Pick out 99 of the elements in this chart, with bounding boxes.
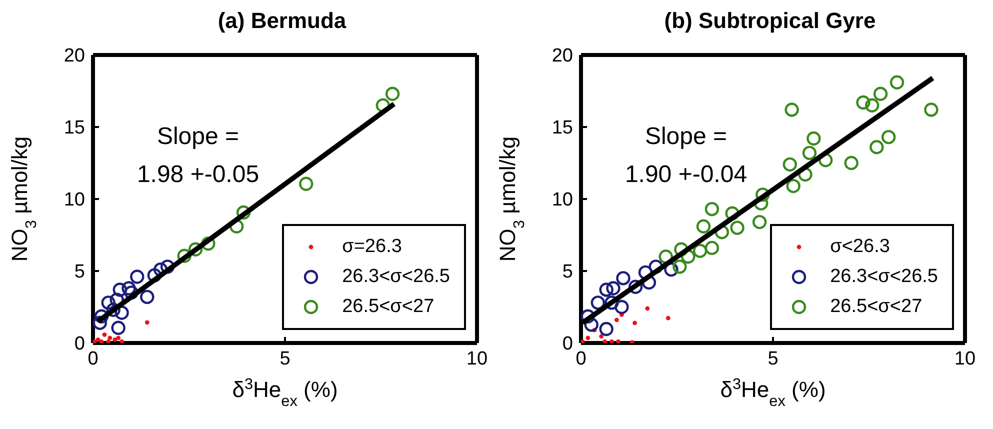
point [581,309,596,324]
legend-label: 26.3<σ<26.5 [342,266,450,288]
y-tick-label: 0 [74,334,85,355]
x-tick-label: 5 [768,348,778,370]
point [599,334,604,339]
point [385,86,400,101]
point [581,339,585,343]
point [756,188,770,202]
point [147,268,162,282]
point [106,339,111,343]
point [112,337,118,342]
point [599,322,614,336]
point [616,271,630,286]
point [696,219,711,234]
point [93,316,108,330]
x-axis-title: δ$^{3}$He$_{ex}$ (%) [720,376,826,410]
point [201,236,216,251]
x-tick-label: 0 [88,348,98,370]
annotation: 1.98 +-0.05 [136,160,260,190]
x-tick-label: 10 [954,348,976,370]
y-tick-label: 20 [64,46,85,67]
point [674,242,688,256]
point [873,86,888,101]
annotation: 1.90 +-0.04 [624,160,748,190]
point [881,130,896,144]
point [130,270,144,284]
point [782,157,797,172]
point [924,102,938,117]
point [890,75,904,90]
point [602,339,608,343]
point [599,282,614,297]
point [140,290,154,304]
point [666,316,670,320]
point [112,282,127,297]
y-tick-label: 5 [562,262,573,283]
point [236,205,251,220]
point [616,339,620,343]
point [802,146,817,160]
point [844,156,858,170]
point [614,318,619,322]
point [122,281,136,296]
point [188,242,203,256]
x-axis-title: δ$^{3}$He$_{ex}$ (%) [232,376,338,410]
y-tick-label: 15 [64,118,85,139]
point [94,309,109,324]
point [604,296,619,310]
point [614,300,629,314]
point [144,320,150,325]
point [299,176,314,191]
point [692,244,708,258]
legend-label: 26.3<σ<26.5 [830,266,938,288]
point [786,178,800,194]
chart-title: (b) Subtropical Gyre [663,8,877,35]
point [704,240,720,256]
legend-label: σ<26.3 [830,236,890,258]
point [114,306,129,320]
point [730,220,744,235]
point [590,296,605,310]
chart-title: (a) Bermuda [216,8,348,35]
y-tick-label: 0 [562,334,573,355]
point [116,336,121,340]
point [628,280,643,294]
point [704,202,720,216]
x-tick-label: 5 [280,348,290,370]
point [784,102,799,117]
point [120,339,124,343]
annotation: Slope = [156,122,240,152]
y-tick-label: 10 [64,190,85,211]
point [101,296,116,310]
point [99,339,104,343]
point [102,332,107,337]
point [606,281,620,296]
legend-label: 26.5<σ<27 [342,296,434,318]
point [632,320,637,326]
y-tick-label: 15 [552,118,573,139]
annotation: Slope = [644,122,728,152]
point [93,339,97,343]
point [725,206,740,220]
y-tick-label: 20 [552,46,573,67]
point [870,140,884,154]
point [672,260,687,274]
point [856,95,870,110]
point [111,320,126,335]
y-tick-label: 10 [552,190,573,211]
point [752,214,767,230]
x-tick-label: 0 [576,348,586,370]
point [108,336,112,340]
point [177,248,192,263]
legend-label: 26.5<σ<27 [830,296,922,318]
point [160,260,175,274]
point [806,131,821,146]
point [586,336,590,340]
point [610,339,614,343]
point [864,98,880,112]
point [664,262,678,277]
x-tick-label: 10 [466,348,488,370]
point [645,306,650,311]
legend-label: σ=26.3 [342,236,402,258]
y-tick-label: 5 [74,262,85,283]
